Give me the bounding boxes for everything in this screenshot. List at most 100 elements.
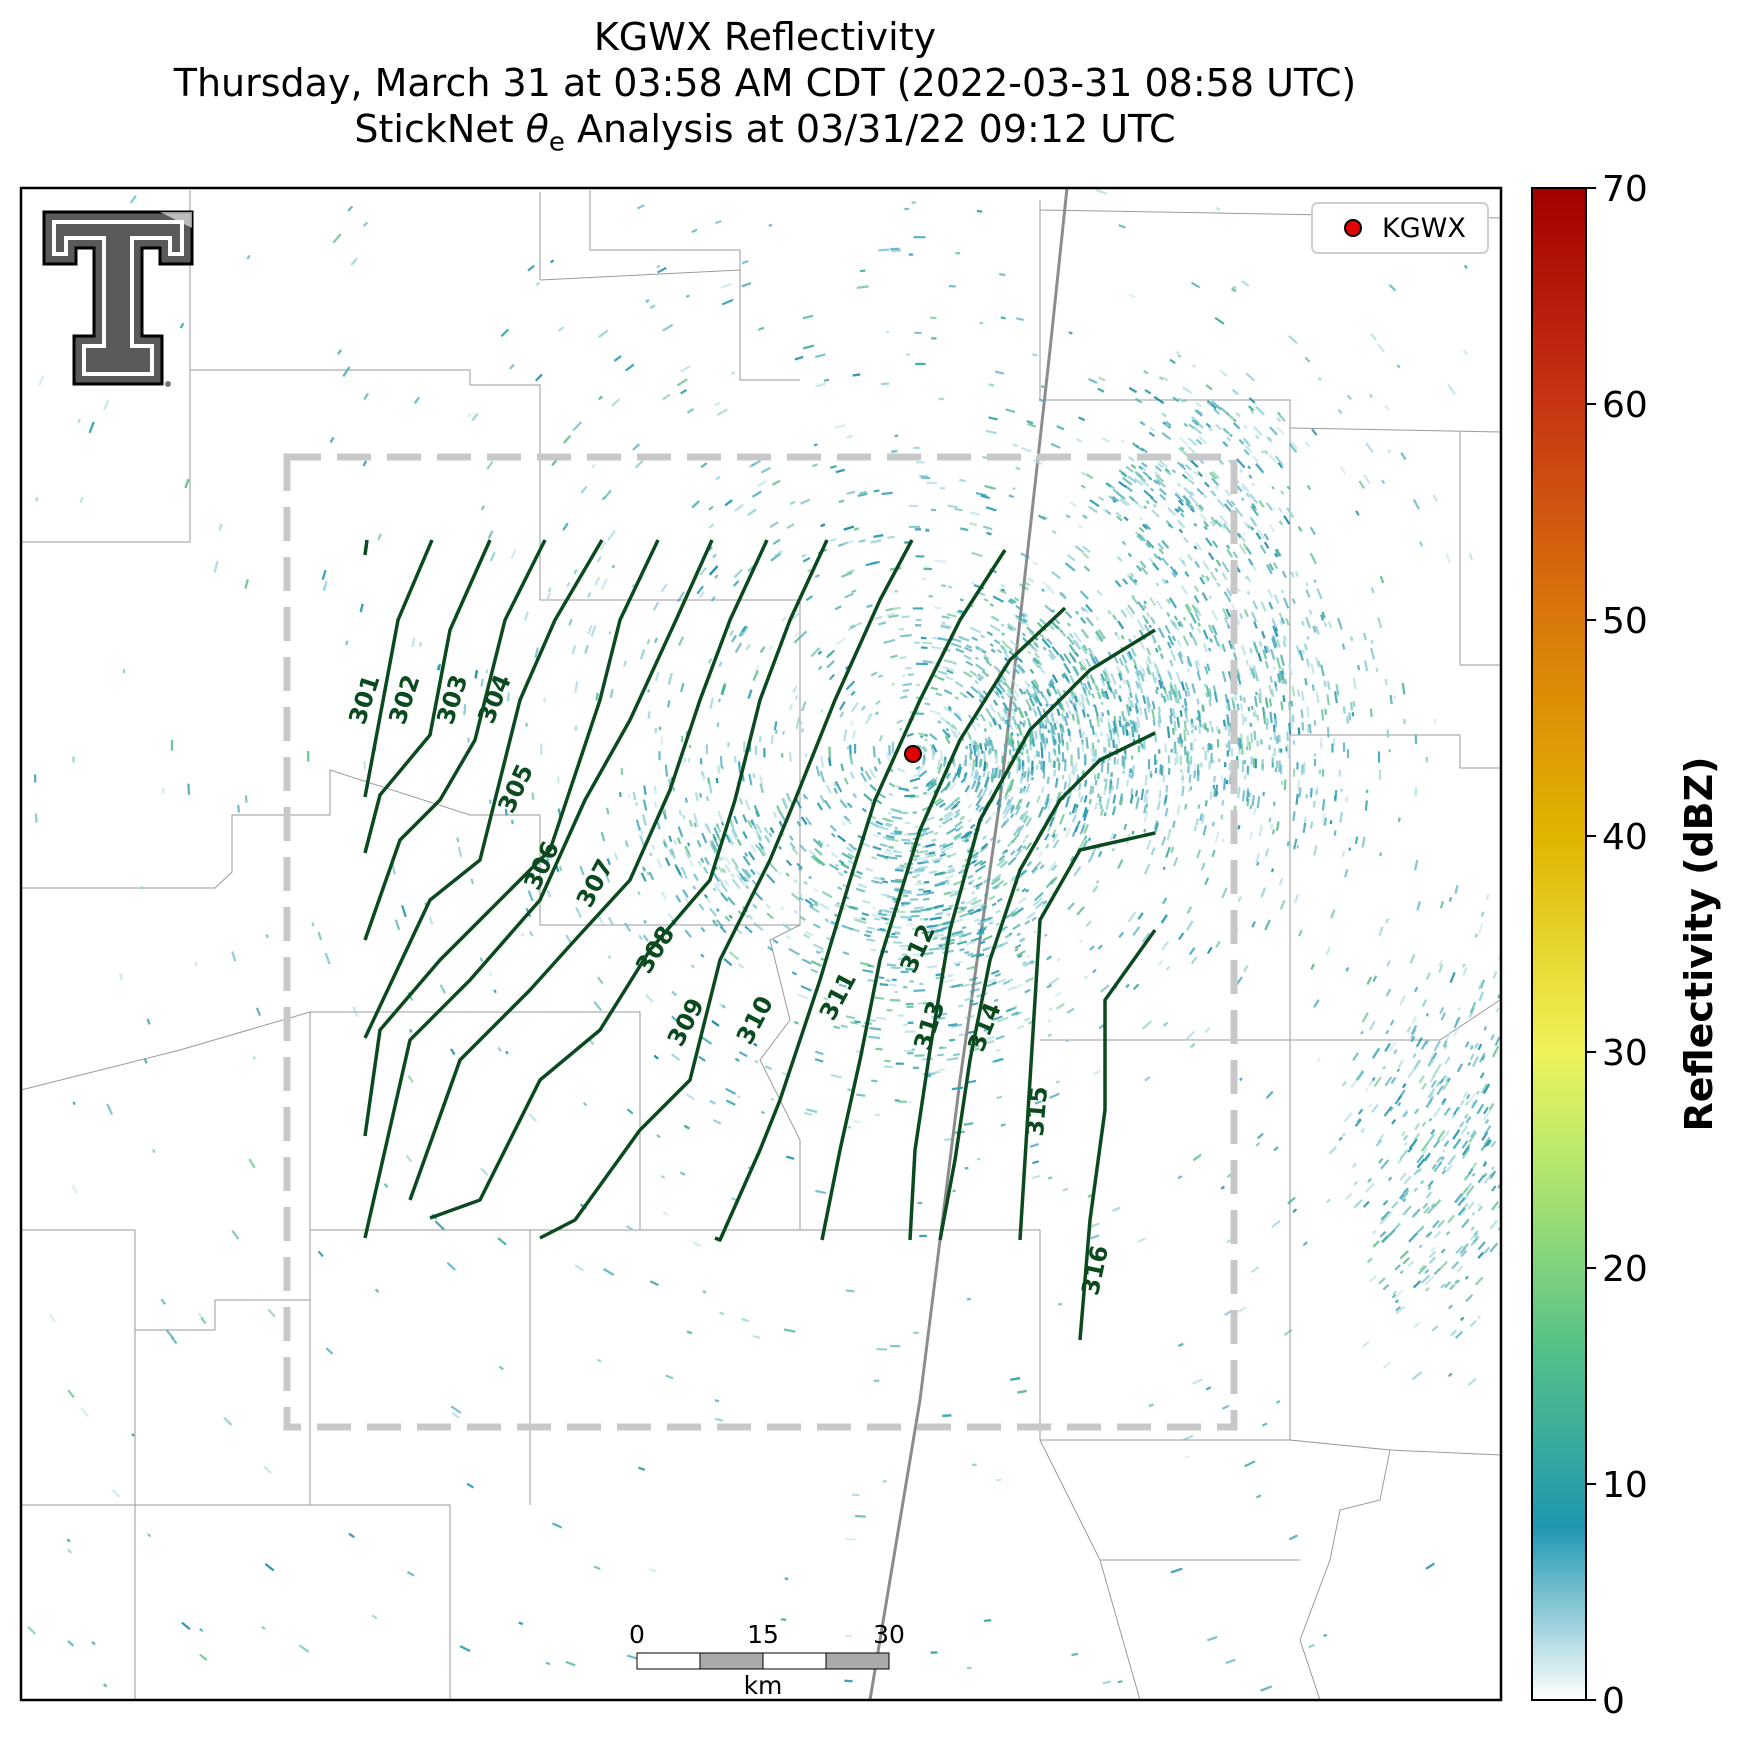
radar-echo-pixel (801, 958, 812, 965)
radar-echo-pixel (1035, 765, 1039, 771)
radar-echo-pixel (1161, 376, 1169, 382)
radar-echo-pixel (907, 1021, 914, 1024)
radar-echo-pixel (1056, 425, 1065, 431)
radar-echo-pixel (1066, 1007, 1075, 1014)
radar-echo-pixel (1134, 721, 1139, 734)
radar-echo-pixel (1058, 1302, 1063, 1306)
radar-echo-pixel (969, 511, 981, 516)
radar-echo-pixel (971, 551, 983, 558)
radar-echo-pixel (819, 770, 826, 783)
radar-echo-pixel (1388, 283, 1397, 292)
radar-echo-pixel (1008, 749, 1012, 755)
radar-echo-pixel (957, 731, 962, 736)
radar-echo-pixel (1012, 487, 1016, 491)
radar-echo-pixel (1066, 741, 1069, 751)
radar-echo-pixel (348, 1532, 355, 1539)
radar-echo-pixel (1283, 1329, 1293, 1336)
radar-echo-pixel (915, 618, 922, 622)
radar-echo-pixel (708, 658, 713, 664)
radar-echo-pixel (788, 752, 792, 762)
radar-echo-pixel (947, 707, 952, 712)
map-panel[interactable]: 301 302 303 304 305 306 307 308 309 310 … (21, 123, 1566, 1700)
radar-echo-pixel (1083, 565, 1091, 572)
radar-echo-pixel (904, 821, 911, 825)
radar-echo-pixel (1106, 675, 1112, 684)
radar-echo-pixel (1193, 738, 1197, 742)
radar-echo-pixel (607, 916, 615, 926)
radar-echo-pixel (1397, 1157, 1403, 1165)
radar-echo-pixel (743, 741, 746, 753)
radar-echo-pixel (1039, 702, 1043, 707)
radar-echo-pixel (1141, 932, 1151, 943)
radar-echo-pixel (1158, 749, 1161, 754)
radar-echo-pixel (799, 915, 806, 921)
radar-echo-pixel (1089, 652, 1097, 665)
radar-echo-pixel (1106, 710, 1110, 716)
radar-echo-pixel (791, 971, 798, 976)
radar-echo-pixel (584, 644, 589, 654)
radar-echo-pixel (899, 695, 908, 700)
radar-echo-pixel (1177, 397, 1185, 403)
radar-echo-pixel (645, 994, 654, 1003)
radar-echo-pixel (886, 612, 896, 617)
radar-echo-pixel (806, 1108, 818, 1114)
radar-echo-pixel (989, 603, 994, 607)
radar-echo-pixel (409, 1028, 413, 1033)
radar-echo-pixel (1129, 692, 1133, 698)
radar-echo-pixel (1093, 1069, 1101, 1076)
radar-echo-pixel (860, 705, 866, 711)
radar-echo-pixel (800, 701, 807, 712)
radar-echo-pixel (1400, 452, 1407, 461)
radar-echo-pixel (1462, 963, 1466, 968)
radar-echo-pixel (638, 934, 643, 940)
radar-echo-pixel (685, 1093, 695, 1101)
radar-echo-pixel (598, 329, 609, 338)
radar-echo-pixel (1125, 729, 1129, 736)
radar-echo-pixel (1190, 1042, 1196, 1049)
radar-echo-pixel (1021, 887, 1027, 893)
radar-echo-pixel (1001, 646, 1008, 653)
radar-echo-pixel (1008, 932, 1013, 936)
radar-echo-pixel (573, 569, 578, 575)
radar-echo-pixel (978, 694, 984, 701)
radar-echo-pixel (1224, 762, 1227, 768)
radar-echo-pixel (823, 996, 829, 1001)
radar-echo-pixel (1302, 1241, 1308, 1247)
radar-echo-pixel (885, 822, 893, 827)
radar-echo-pixel (634, 459, 644, 469)
radar-echo-pixel (480, 505, 485, 511)
radar-echo-pixel (1130, 647, 1137, 658)
radar-echo-pixel (1376, 343, 1386, 353)
radar-echo-pixel (953, 762, 957, 768)
radar-echo-pixel (626, 1108, 634, 1115)
radar-echo-pixel (1097, 739, 1100, 743)
radar-echo-pixel (428, 916, 434, 925)
radar-echo-pixel (510, 819, 514, 825)
radar-echo-pixel (1127, 604, 1136, 615)
radar-site-marker[interactable] (904, 745, 922, 763)
radar-echo-pixel (1191, 741, 1195, 752)
radar-echo-pixel (1099, 808, 1105, 816)
radar-echo-pixel (1033, 679, 1040, 688)
radar-echo-pixel (1213, 775, 1216, 783)
radar-echo-pixel (1138, 638, 1146, 651)
radar-echo-pixel (534, 373, 543, 382)
radar-echo-pixel (1511, 1254, 1516, 1259)
radar-echo-pixel (1052, 748, 1055, 754)
radar-echo-pixel (613, 355, 622, 362)
radar-echo-pixel (1022, 617, 1029, 623)
radar-echo-pixel (437, 663, 441, 671)
radar-echo-pixel (718, 661, 723, 668)
radar-echo-pixel (654, 727, 658, 734)
radar-echo-pixel (861, 807, 867, 813)
radar-echo-pixel (1123, 756, 1126, 769)
radar-echo-pixel (152, 1149, 156, 1154)
radar-echo-pixel (1252, 758, 1256, 768)
radar-echo-pixel (995, 1048, 1001, 1053)
radar-echo-pixel (869, 1027, 882, 1031)
radar-echo-pixel (1003, 802, 1011, 814)
radar-echo-pixel (877, 831, 882, 836)
radar-echo-pixel (1202, 723, 1205, 729)
radar-echo-pixel (923, 917, 929, 921)
radar-echo-pixel (1342, 706, 1346, 714)
